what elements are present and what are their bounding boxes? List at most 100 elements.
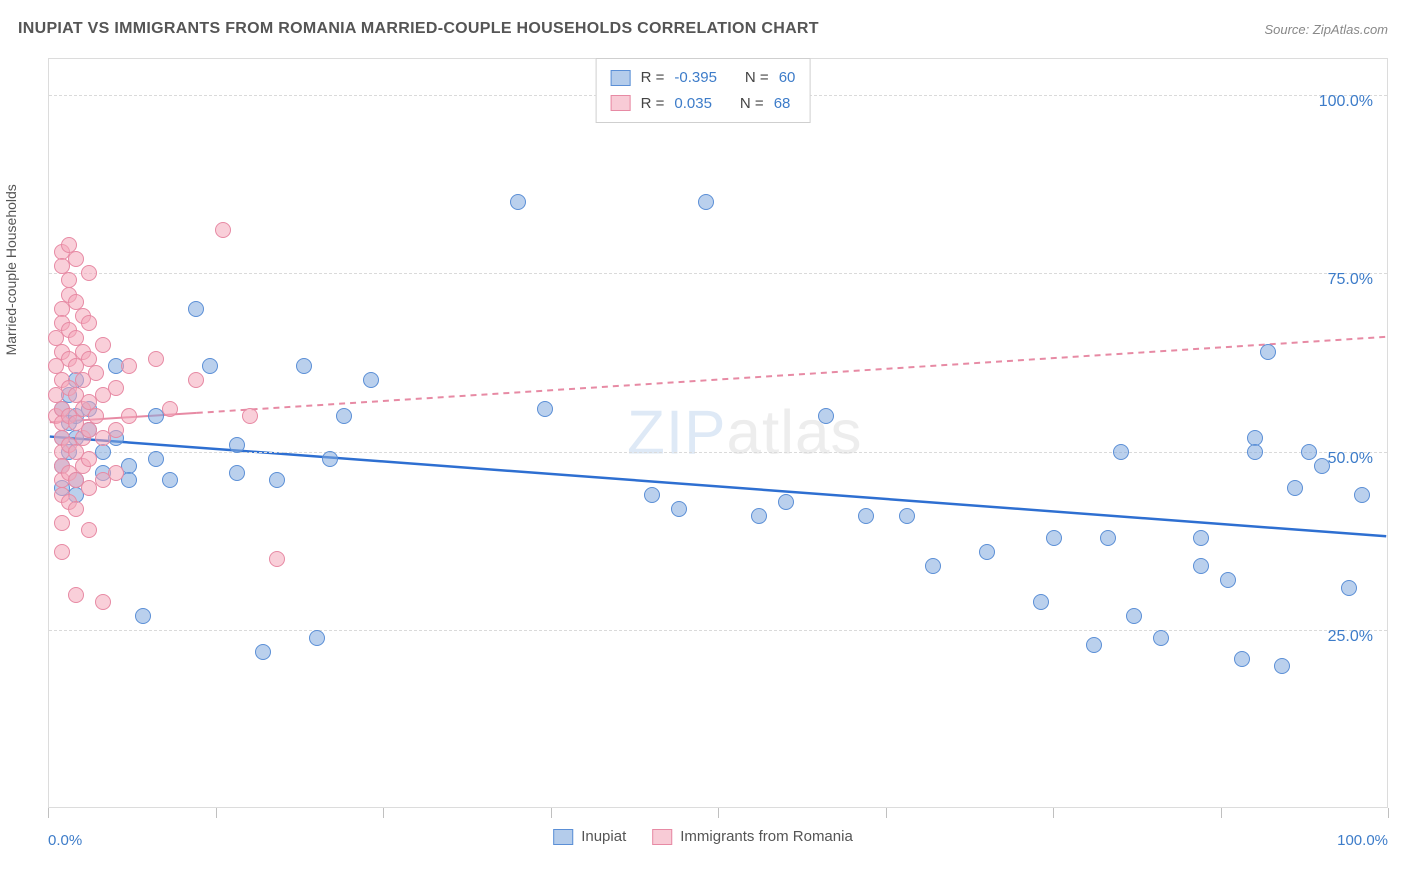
data-point-pink <box>121 408 137 424</box>
data-point-pink <box>68 251 84 267</box>
data-point-pink <box>108 465 124 481</box>
y-tick-label: 100.0% <box>1319 93 1373 111</box>
x-tick <box>216 808 217 818</box>
data-point-blue <box>202 358 218 374</box>
series-legend: Inupiat Immigrants from Romania <box>553 828 853 845</box>
data-point-pink <box>68 587 84 603</box>
watermark-zip: ZIP <box>627 399 726 468</box>
data-point-blue <box>671 501 687 517</box>
data-point-pink <box>54 515 70 531</box>
x-tick <box>383 808 384 818</box>
r-value-pink: 0.035 <box>674 91 712 117</box>
grid-line <box>49 273 1387 274</box>
data-point-blue <box>1314 458 1330 474</box>
data-point-blue <box>229 437 245 453</box>
data-point-blue <box>336 408 352 424</box>
x-tick <box>1053 808 1054 818</box>
chart-header: INUPIAT VS IMMIGRANTS FROM ROMANIA MARRI… <box>18 20 1388 38</box>
x-tick <box>551 808 552 818</box>
data-point-blue <box>162 472 178 488</box>
data-point-blue <box>296 358 312 374</box>
data-point-pink <box>81 265 97 281</box>
data-point-blue <box>1247 444 1263 460</box>
data-point-pink <box>269 551 285 567</box>
correlation-legend: R = -0.395 N = 60 R = 0.035 N = 68 <box>596 58 811 123</box>
legend-label: Inupiat <box>581 828 626 845</box>
data-point-blue <box>1274 658 1290 674</box>
data-point-blue <box>1113 444 1129 460</box>
watermark-atlas: atlas <box>726 399 862 468</box>
data-point-blue <box>135 608 151 624</box>
data-point-blue <box>363 372 379 388</box>
y-tick-label: 50.0% <box>1328 450 1373 468</box>
data-point-blue <box>1287 480 1303 496</box>
data-point-blue <box>510 194 526 210</box>
data-point-blue <box>1220 572 1236 588</box>
data-point-pink <box>242 408 258 424</box>
x-axis-min: 0.0% <box>48 832 82 849</box>
data-point-blue <box>644 487 660 503</box>
n-value-pink: 68 <box>774 91 791 117</box>
data-point-blue <box>1126 608 1142 624</box>
chart-title: INUPIAT VS IMMIGRANTS FROM ROMANIA MARRI… <box>18 20 819 38</box>
swatch-pink <box>611 95 631 111</box>
n-value-blue: 60 <box>779 65 796 91</box>
data-point-pink <box>81 315 97 331</box>
data-point-blue <box>322 451 338 467</box>
data-point-blue <box>751 508 767 524</box>
data-point-blue <box>1033 594 1049 610</box>
data-point-blue <box>899 508 915 524</box>
r-label: R = <box>641 65 665 91</box>
data-point-blue <box>1234 651 1250 667</box>
data-point-blue <box>1341 580 1357 596</box>
swatch-pink <box>652 829 672 845</box>
legend-item-romania: Immigrants from Romania <box>652 828 853 845</box>
legend-row-pink: R = 0.035 N = 68 <box>611 91 796 117</box>
x-tick <box>48 808 49 818</box>
source-label: Source: ZipAtlas.com <box>1264 22 1388 37</box>
data-point-blue <box>1046 530 1062 546</box>
data-point-blue <box>1153 630 1169 646</box>
data-point-blue <box>537 401 553 417</box>
scatter-chart: ZIPatlas Married-couple Households 25.0%… <box>48 58 1388 808</box>
y-tick-label: 25.0% <box>1328 628 1373 646</box>
data-point-blue <box>1100 530 1116 546</box>
x-tick <box>886 808 887 818</box>
r-label: R = <box>641 91 665 117</box>
data-point-blue <box>309 630 325 646</box>
data-point-blue <box>1354 487 1370 503</box>
data-point-blue <box>269 472 285 488</box>
legend-label: Immigrants from Romania <box>680 828 853 845</box>
swatch-blue <box>611 70 631 86</box>
data-point-blue <box>1301 444 1317 460</box>
data-point-blue <box>1193 558 1209 574</box>
swatch-blue <box>553 829 573 845</box>
grid-line <box>49 630 1387 631</box>
data-point-pink <box>88 408 104 424</box>
data-point-pink <box>108 380 124 396</box>
data-point-blue <box>1260 344 1276 360</box>
legend-row-blue: R = -0.395 N = 60 <box>611 65 796 91</box>
y-tick-label: 75.0% <box>1328 271 1373 289</box>
data-point-blue <box>1193 530 1209 546</box>
data-point-pink <box>95 594 111 610</box>
data-point-pink <box>81 451 97 467</box>
data-point-blue <box>818 408 834 424</box>
legend-item-inupiat: Inupiat <box>553 828 626 845</box>
data-point-pink <box>148 351 164 367</box>
x-tick <box>1388 808 1389 818</box>
data-point-blue <box>188 301 204 317</box>
x-tick <box>1221 808 1222 818</box>
data-point-blue <box>229 465 245 481</box>
n-label: N = <box>740 91 764 117</box>
r-value-blue: -0.395 <box>674 65 717 91</box>
data-point-pink <box>188 372 204 388</box>
data-point-pink <box>68 501 84 517</box>
data-point-pink <box>54 544 70 560</box>
x-tick <box>718 808 719 818</box>
data-point-blue <box>148 451 164 467</box>
data-point-blue <box>1086 637 1102 653</box>
data-point-pink <box>162 401 178 417</box>
data-point-pink <box>215 222 231 238</box>
trend-lines-svg <box>49 59 1387 807</box>
